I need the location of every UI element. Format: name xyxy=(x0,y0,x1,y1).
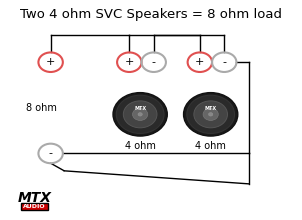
FancyBboxPatch shape xyxy=(21,203,48,210)
Circle shape xyxy=(123,101,157,128)
Text: MTX: MTX xyxy=(205,106,217,111)
Text: +: + xyxy=(46,57,55,67)
Text: MTX: MTX xyxy=(17,191,51,205)
Circle shape xyxy=(187,95,235,134)
Text: +: + xyxy=(195,57,204,67)
Circle shape xyxy=(113,93,167,136)
Text: 4 ohm: 4 ohm xyxy=(195,141,226,151)
Text: AUDIO: AUDIO xyxy=(23,204,46,209)
Text: +: + xyxy=(125,57,134,67)
Text: 4 ohm: 4 ohm xyxy=(125,141,156,151)
Text: MTX: MTX xyxy=(134,106,146,111)
Circle shape xyxy=(208,113,213,116)
Circle shape xyxy=(138,113,142,116)
Text: -: - xyxy=(152,57,156,67)
Circle shape xyxy=(184,93,238,136)
Text: 8 ohm: 8 ohm xyxy=(26,103,57,113)
Text: -: - xyxy=(49,148,53,158)
Text: Two 4 ohm SVC Speakers = 8 ohm load: Two 4 ohm SVC Speakers = 8 ohm load xyxy=(20,8,282,21)
Circle shape xyxy=(116,95,164,134)
Circle shape xyxy=(203,108,218,120)
Text: -: - xyxy=(222,57,226,67)
Circle shape xyxy=(133,108,148,120)
Circle shape xyxy=(194,101,227,128)
